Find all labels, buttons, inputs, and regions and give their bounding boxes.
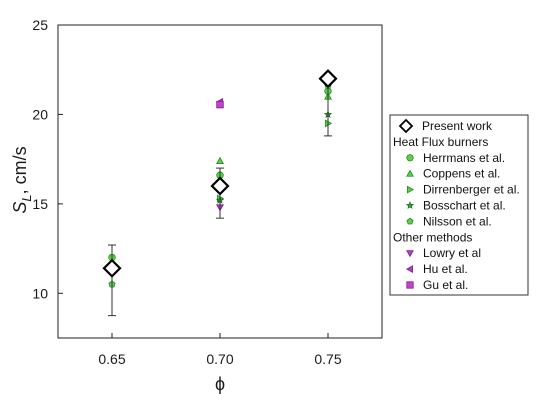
- legend-marker: [406, 154, 414, 162]
- data-point: [102, 258, 122, 278]
- legend-marker: [406, 250, 414, 258]
- y-tick-label: 20: [32, 106, 48, 122]
- series-bosschart-et-al: [215, 110, 333, 204]
- legend-label: Present work: [422, 119, 493, 133]
- legend-label: Nilsson et al.: [423, 214, 492, 228]
- data-point: [216, 156, 224, 164]
- legend-marker: [407, 185, 415, 194]
- legend-label: Coppens et al.: [423, 167, 500, 181]
- data-point: [216, 100, 224, 109]
- y-axis-title: SL, cm/s: [10, 146, 34, 213]
- legend-marker: [406, 169, 414, 177]
- legend-marker: [406, 217, 414, 225]
- x-axis-title: ϕ: [215, 374, 225, 394]
- tick-labels: 0.65 0.70 0.75 10 15 20 25: [32, 17, 341, 367]
- legend-marker: [405, 265, 413, 273]
- series-coppens-et-al: [216, 92, 332, 164]
- legend-label: Bosschart et al.: [423, 199, 506, 213]
- y-tick-label: 25: [32, 17, 48, 33]
- legend-marker: [398, 118, 414, 134]
- legend-marker: [406, 281, 414, 289]
- axis-ticks: [58, 24, 329, 338]
- y-tick-label: 15: [32, 196, 48, 212]
- legend-label: Dirrenberger et al.: [423, 183, 520, 197]
- legend-marker: [405, 201, 415, 209]
- data-points: [102, 69, 338, 317]
- legend: Present work Heat Flux burners Herrmans et…: [389, 114, 529, 296]
- y-axis-title-subscript: L: [19, 194, 34, 201]
- legend-group-header: Heat Flux burners: [393, 135, 488, 149]
- series-gu-et-al: [216, 100, 224, 109]
- legend-label: Herrmans et al.: [423, 151, 505, 165]
- legend-label: Lowry et al: [423, 246, 481, 260]
- x-tick-label: 0.75: [314, 351, 341, 367]
- legend-label: Gu et al.: [423, 278, 468, 292]
- plot-frame: [57, 24, 383, 339]
- y-tick-label: 10: [32, 285, 48, 301]
- y-axis-title-unit: , cm/s: [10, 146, 30, 194]
- y-axis-title-main: S: [10, 202, 30, 214]
- x-tick-label: 0.70: [206, 351, 233, 367]
- series-dirrenberger-et-al: [216, 119, 333, 203]
- legend-label: Hu et al.: [423, 262, 468, 276]
- data-point: [210, 176, 230, 196]
- legend-group-header: Other methods: [393, 230, 472, 244]
- x-tick-label: 0.65: [98, 351, 125, 367]
- series-present-work: [102, 69, 338, 317]
- data-point: [318, 69, 338, 89]
